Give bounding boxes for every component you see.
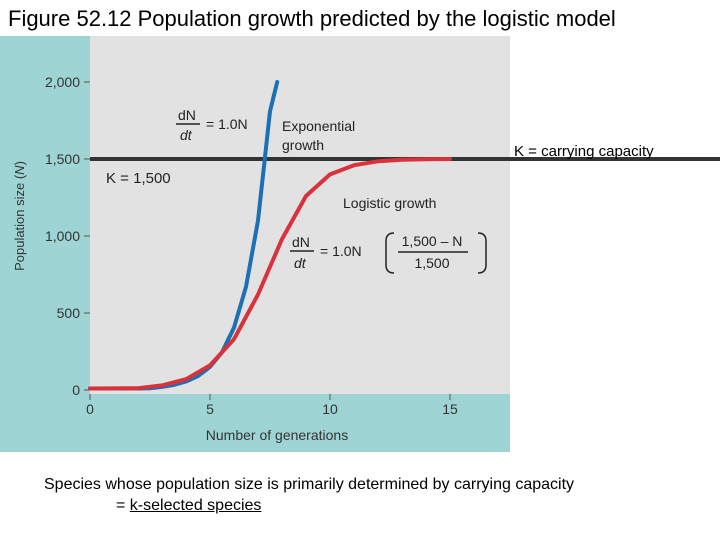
plot-area bbox=[90, 36, 510, 394]
logistic-label: Logistic growth bbox=[343, 195, 436, 211]
log-eq-denominator: 1,500 bbox=[414, 255, 449, 271]
exponential-label-1: Exponential bbox=[282, 118, 355, 134]
y-axis-label: Population size (N) bbox=[12, 161, 27, 271]
carrying-capacity-label: K = carrying capacity bbox=[514, 143, 654, 160]
x-axis-label: Number of generations bbox=[206, 427, 348, 443]
annotation-group: dN dt = 1.0N Exponential growth K = 1,500 Logi… bbox=[106, 107, 654, 274]
y-tick-label: 2,000 bbox=[45, 74, 80, 90]
log-eq-numerator: 1,500 – N bbox=[402, 233, 463, 249]
log-eq-dt: dt bbox=[294, 255, 307, 271]
log-eq-dn: dN bbox=[292, 234, 310, 250]
k-selected-link[interactable]: k-selected species bbox=[129, 497, 262, 514]
caption: Species whose population size is primari… bbox=[44, 474, 574, 516]
x-tick-label: 0 bbox=[86, 401, 94, 417]
caption-line-1: Species whose population size is primari… bbox=[44, 476, 575, 493]
x-tick-label: 10 bbox=[322, 401, 338, 417]
log-eq-right-bracket bbox=[477, 232, 487, 274]
k-label: K = 1,500 bbox=[106, 170, 171, 187]
exp-eq-dt: dt bbox=[180, 127, 193, 143]
y-tick-label: 1,500 bbox=[45, 151, 80, 167]
carrying-capacity-line-extension bbox=[510, 157, 720, 161]
exp-eq-rhs: = 1.0N bbox=[206, 116, 248, 132]
exponential-label-2: growth bbox=[282, 137, 324, 153]
caption-line-2: = k-selected species bbox=[44, 495, 574, 516]
log-eq-rhs: = 1.0N bbox=[320, 243, 362, 259]
series-group bbox=[88, 80, 452, 391]
y-tick-label: 0 bbox=[72, 382, 80, 398]
x-tick-label: 5 bbox=[206, 401, 214, 417]
figure-title: Figure 52.12 Population growth predicted… bbox=[8, 6, 616, 31]
y-tick-label: 1,000 bbox=[45, 228, 80, 244]
exp-eq-dn: dN bbox=[178, 107, 196, 123]
logistic-growth-line bbox=[88, 157, 452, 391]
x-tick-label: 15 bbox=[442, 401, 458, 417]
logistic-growth-chart: 0 500 1,000 1,500 2,000 0 5 10 15 Number of gener… bbox=[12, 74, 654, 443]
log-eq-left-bracket bbox=[385, 232, 395, 274]
caption-prefix: = bbox=[116, 497, 130, 514]
y-tick-label: 500 bbox=[57, 305, 81, 321]
axes: 0 500 1,000 1,500 2,000 0 5 10 15 Number of gener… bbox=[12, 74, 458, 443]
